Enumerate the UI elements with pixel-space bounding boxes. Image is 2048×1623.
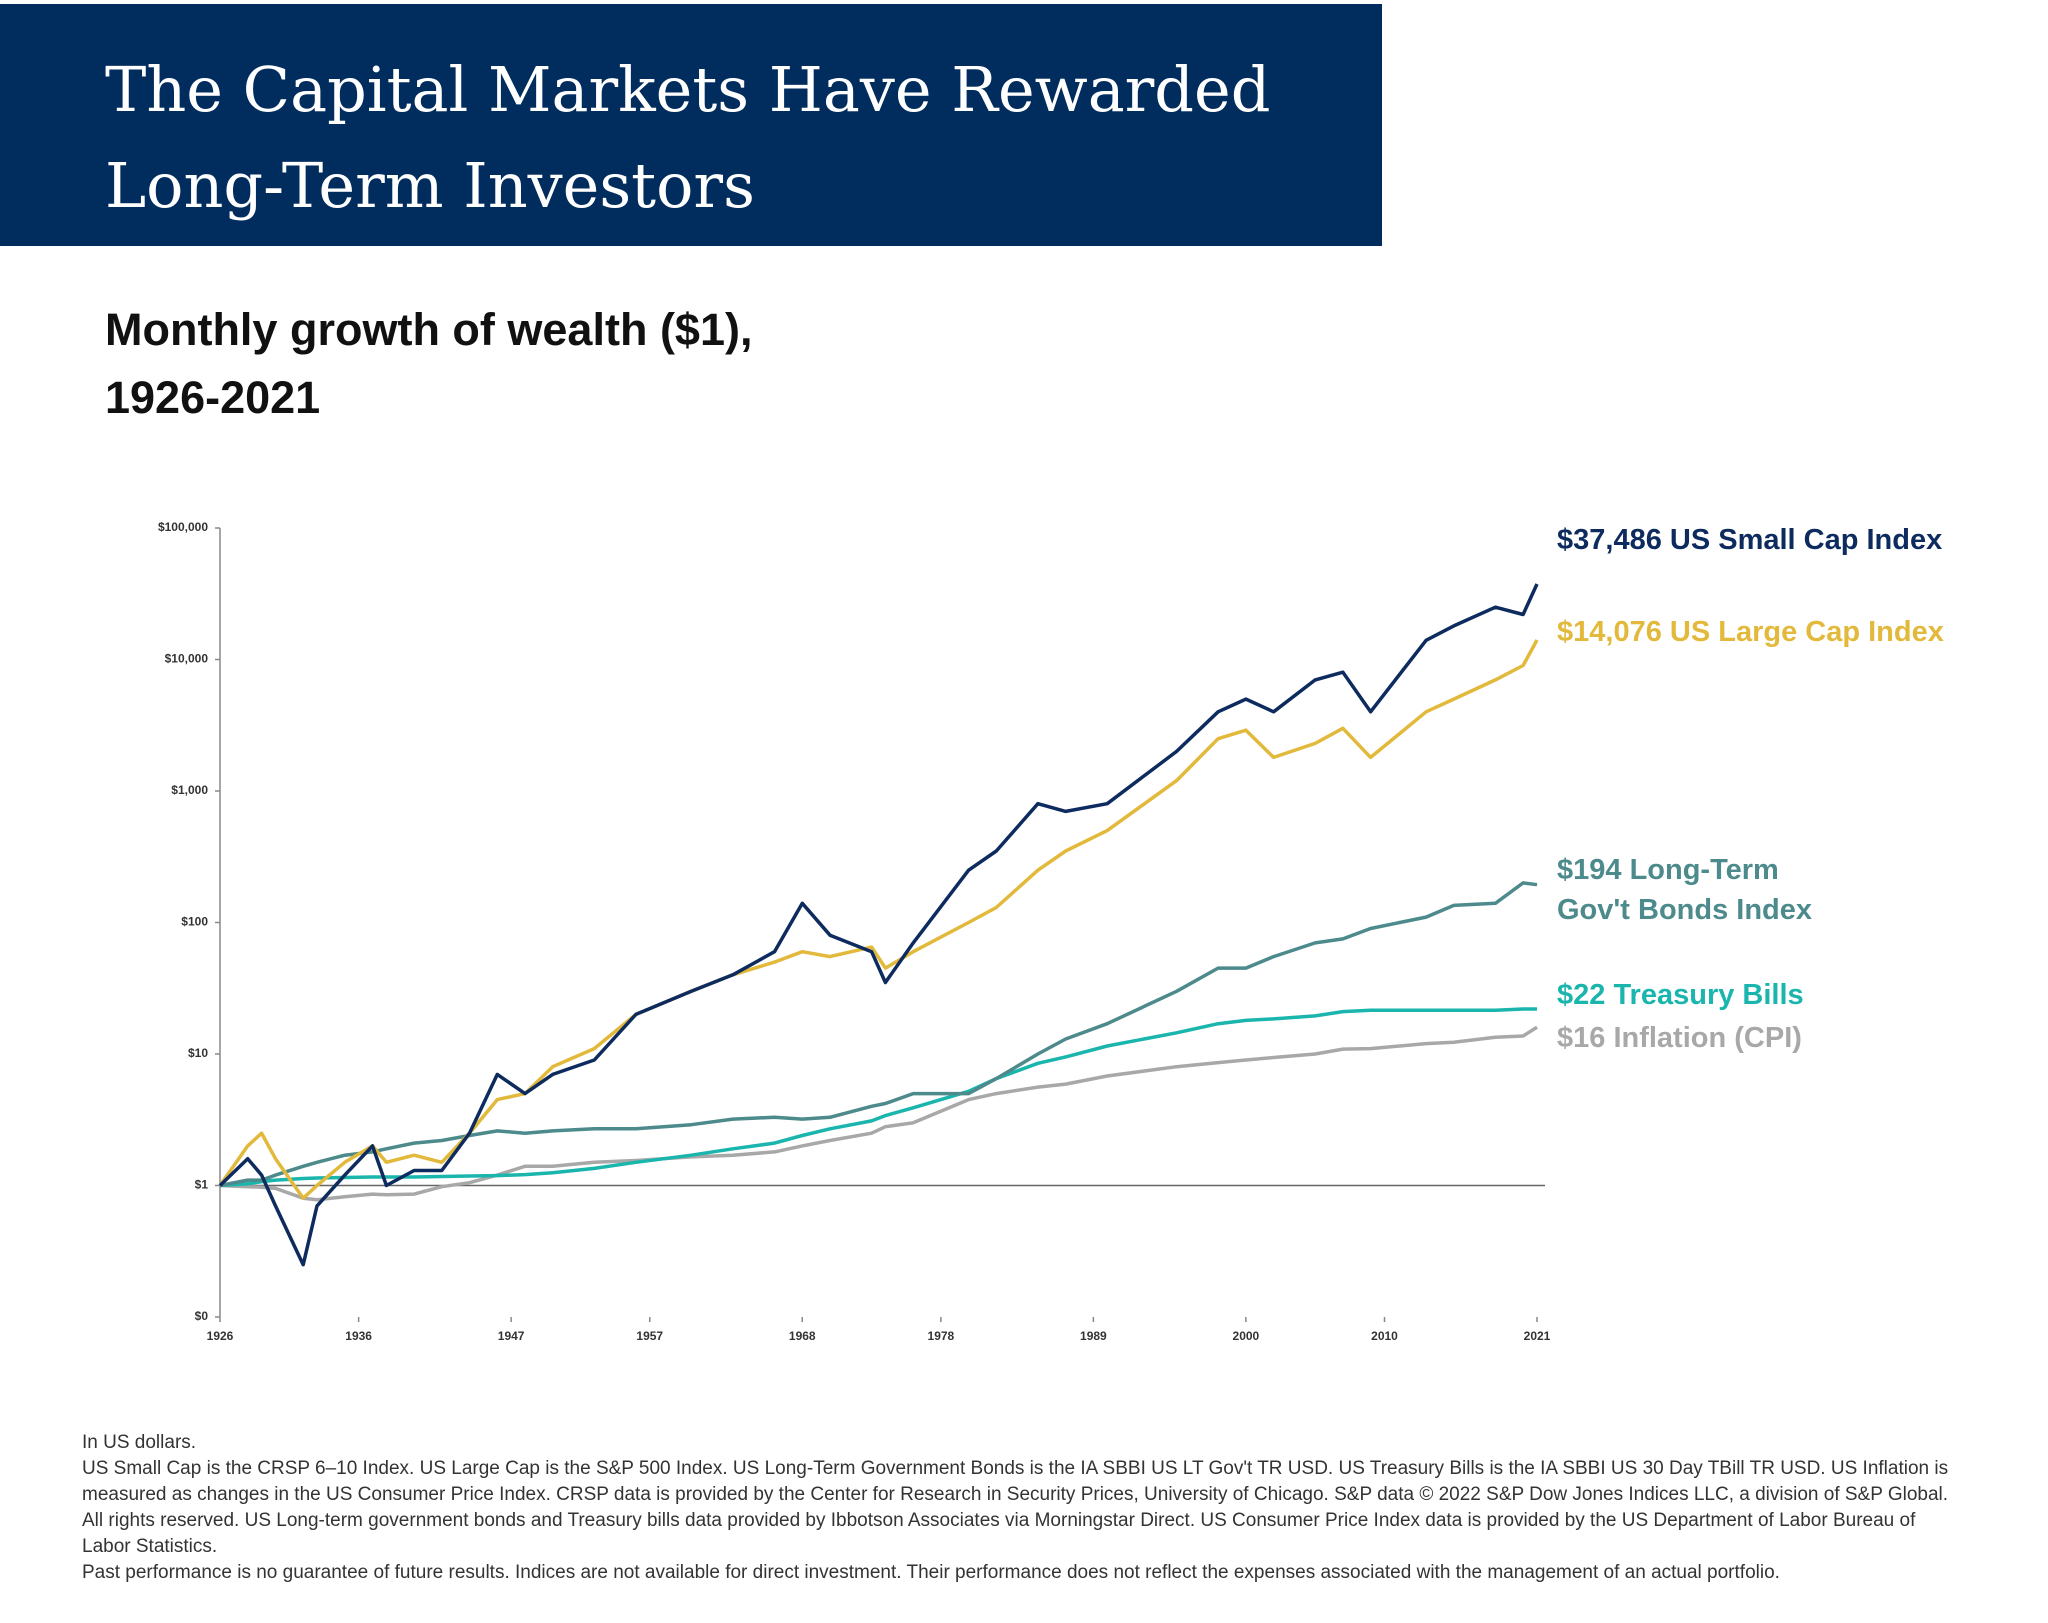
footnote: US Small Cap is the CRSP 6–10 Index. US … bbox=[82, 1458, 1949, 1557]
header-banner: The Capital Markets Have Rewarded Long-T… bbox=[0, 4, 1382, 246]
footnotes: In US dollars. US Small Cap is the CRSP 6… bbox=[82, 1430, 1962, 1586]
series-line bbox=[218, 639, 1539, 1200]
x-tick-label: 1989 bbox=[1080, 1329, 1107, 1343]
x-tick-label: 1968 bbox=[789, 1329, 816, 1343]
chart: $0 $1 $10 $100 $1,000 $10,000 $100,000 1926 1936… bbox=[158, 520, 1551, 1343]
series-line bbox=[219, 1025, 1538, 1202]
x-tick-label: 1957 bbox=[636, 1329, 663, 1343]
x-tick-label: 1947 bbox=[498, 1329, 525, 1343]
x-tick-label: 2010 bbox=[1371, 1329, 1398, 1343]
x-tick-label: 1936 bbox=[345, 1329, 372, 1343]
series-end-label: $194 Long-Term Gov't Bonds Index bbox=[1557, 854, 1813, 926]
series-line bbox=[219, 881, 1538, 1188]
x-tick-label: 1926 bbox=[207, 1329, 234, 1343]
series-end-label: $14,076 US Large Cap Index bbox=[1557, 616, 1944, 648]
x-tick-label: 1978 bbox=[928, 1329, 955, 1343]
y-tick-label: $100 bbox=[181, 915, 208, 929]
x-tick-label: 2021 bbox=[1524, 1329, 1551, 1343]
series-end-label: $37,486 US Small Cap Index bbox=[1557, 524, 1943, 556]
series-end-label: $16 Inflation (CPI) bbox=[1557, 1022, 1802, 1054]
y-tick-label: $100,000 bbox=[158, 520, 208, 534]
series-end-label: $22 Treasury Bills bbox=[1557, 979, 1804, 1011]
y-tick-label: $10,000 bbox=[165, 652, 209, 666]
chart-subtitle: Monthly growth of wealth ($1), 1926-2021 bbox=[105, 304, 753, 423]
series-line bbox=[218, 583, 1539, 1267]
y-tick-label: $1 bbox=[195, 1178, 209, 1192]
footnote: Past performance is no guarantee of futu… bbox=[82, 1562, 1780, 1583]
y-tick-label: $10 bbox=[188, 1046, 208, 1060]
page-title: The Capital Markets Have Rewarded Long-T… bbox=[105, 53, 1271, 222]
y-tick-label: $1,000 bbox=[171, 783, 208, 797]
footnote: In US dollars. bbox=[82, 1432, 197, 1453]
x-tick-label: 2000 bbox=[1233, 1329, 1260, 1343]
y-tick-label: $0 bbox=[195, 1309, 209, 1323]
series-line bbox=[219, 1007, 1537, 1188]
